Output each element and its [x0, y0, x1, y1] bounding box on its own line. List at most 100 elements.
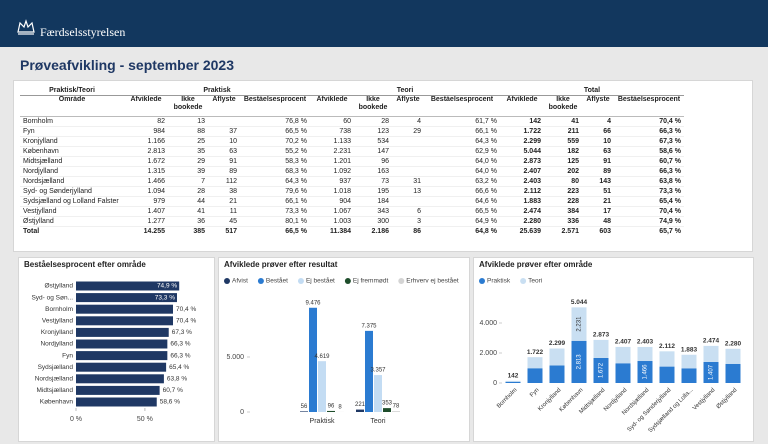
table-cell: 125 [544, 156, 582, 167]
table-cell: 11 [208, 206, 240, 217]
table-cell: 58,3 % [240, 156, 310, 167]
table-cell: 89 [208, 166, 240, 177]
table-row: Vestjylland 1.407 41 11 73,3 % 1.067 343 6 66,5 … [20, 206, 684, 217]
value-label: 1.672 [599, 362, 605, 378]
table-cell: 11.384 [310, 226, 354, 236]
table-cell: 1.407 [124, 206, 168, 217]
value-label: 66,3 % [170, 341, 190, 348]
table-cell: 1.315 [124, 166, 168, 177]
x-tick-label: Bornholm [496, 387, 518, 409]
table-row: Midtsjælland 1.672 29 91 58,3 % 1.201 96 64,0 %… [20, 156, 684, 167]
table-cell: 66,5 % [240, 126, 310, 137]
bar [76, 385, 160, 395]
table-cell: 1.883 [500, 196, 544, 207]
table-cell: 73 [354, 176, 392, 187]
total-label: 1.722 [527, 349, 544, 356]
category-label: København [40, 399, 74, 406]
total-label: 1.883 [681, 346, 698, 353]
table-cell: 228 [544, 196, 582, 207]
table-cell: Vestjylland [20, 206, 124, 217]
table-cell: 45 [208, 216, 240, 227]
table-cell: 21 [582, 196, 614, 207]
table-row: Fyn 984 88 37 66,5 % 738 123 29 66,1 % 1.722 211 66… [20, 126, 684, 137]
table-cell: 343 [354, 206, 392, 217]
table-panel: Praktisk/Teori Praktisk Teori Total Område Af… [13, 80, 753, 252]
table-cell: 67,3 % [614, 136, 684, 147]
page-title: Prøveafvikling - september 2023 [20, 57, 234, 73]
legend-label: Afvist [232, 278, 248, 285]
table-cell: 68,3 % [240, 166, 310, 177]
bar-segment [549, 365, 565, 383]
bar-segment [637, 361, 653, 383]
table-cell: 58,6 % [614, 146, 684, 157]
table-row: Kronjylland 1.166 25 10 70,2 % 1.133 534 64,3 %… [20, 136, 684, 147]
table-row: Østjylland 1.277 36 45 80,1 % 1.003 300 3 64,9 %… [20, 216, 684, 227]
legend-marker [257, 278, 264, 284]
table-cell: 66 [582, 126, 614, 137]
table-cell: 147 [354, 146, 392, 157]
table-cell: 31 [392, 176, 424, 187]
table-cell: 1.092 [310, 166, 354, 177]
bar-segment [505, 380, 521, 382]
bar [374, 375, 382, 412]
legend-label: Bestået [266, 277, 288, 285]
table-cell: 13 [392, 186, 424, 197]
table-cell: 44 [168, 196, 208, 207]
logo-text: Færdselsstyrelsen [40, 25, 126, 39]
table-cell: Østjylland [20, 216, 124, 227]
x-tick-label: Teori [370, 418, 386, 425]
value-label: 56 [301, 404, 308, 410]
table-cell: 1.133 [310, 136, 354, 147]
bar-segment [615, 346, 631, 364]
table-cell: 96 [354, 156, 392, 167]
table-cell: 300 [354, 216, 392, 227]
table-cell: 73,3 % [240, 206, 310, 217]
table-cell: 74,9 % [614, 216, 684, 227]
table-cell: 63 [208, 146, 240, 157]
category-label: Syd- og Søn... [31, 294, 73, 301]
table-cell: 89 [582, 166, 614, 177]
table-cell: 70,2 % [240, 136, 310, 147]
value-label: 2.813 [577, 354, 583, 370]
table-cell: 123 [354, 126, 392, 137]
table-cell: 13 [168, 116, 208, 127]
column-header: Afviklede [500, 95, 544, 117]
table-row: Syd- og Sønderjylland 1.094 28 38 79,6 % 1.01… [20, 186, 684, 197]
x-tick-label: Sydsjælland og Lolla... [648, 387, 695, 434]
chart-title: Afviklede prøver efter resultat [224, 260, 338, 269]
bar-segment [703, 345, 719, 362]
y-tick-label: 5.000 [226, 354, 244, 361]
logo-icon [17, 19, 35, 35]
table-cell: 62,9 % [424, 146, 500, 157]
table-cell: 70,4 % [614, 116, 684, 127]
category-label: Fyn [62, 352, 73, 359]
table-cell: 2.186 [354, 226, 392, 236]
table-cell: 29 [392, 126, 424, 137]
header-bar: Færdselsstyrelsen [0, 0, 768, 47]
table-cell: 2.407 [500, 166, 544, 177]
legend-marker [520, 278, 527, 284]
table-cell: Sydsjælland og Lolland Falster [20, 196, 124, 207]
table-cell: 86 [392, 226, 424, 236]
bar [76, 293, 177, 303]
legend-marker [479, 278, 485, 284]
y-tick-label: 0 [493, 380, 497, 387]
table-row: Sydsjælland og Lolland Falster 979 44 21 66,… [20, 196, 684, 207]
total-label: 2.873 [593, 332, 610, 339]
table-cell: 25 [168, 136, 208, 147]
table-cell: 1.018 [310, 186, 354, 197]
table-cell: 14.255 [124, 226, 168, 236]
category-label: Nordjylland [40, 341, 73, 348]
table-cell: 28 [354, 116, 392, 127]
legend-label: Praktisk [487, 278, 511, 285]
x-tick-label: Vestjylland [692, 387, 717, 412]
table-cell: 65,4 % [614, 196, 684, 207]
bar [76, 374, 164, 384]
category-label: Vestjylland [42, 318, 73, 325]
x-tick-label: Syd- og Sønderjylland [627, 387, 673, 433]
table-cell: 979 [124, 196, 168, 207]
table-cell: 6 [392, 206, 424, 217]
table-cell: 937 [310, 176, 354, 187]
x-tick-label: 50 % [137, 416, 153, 423]
